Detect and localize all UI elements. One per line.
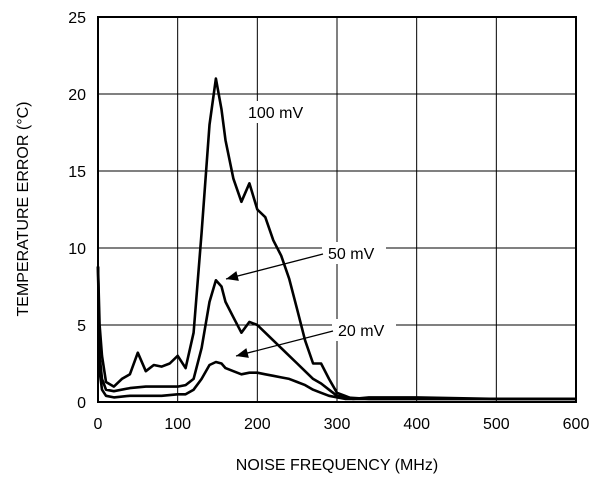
annotation-backdrop [322,242,386,264]
y-tick-label: 5 [77,318,86,335]
series-layer [96,77,576,401]
x-tick-label: 0 [94,416,103,433]
series-line-20-mv [96,266,576,401]
x-tick-label: 300 [324,416,351,433]
annotation-arrow-head [226,271,239,281]
y-tick-label: 10 [68,241,86,258]
annotation-arrow-line [225,253,324,280]
annotation-arrow-line [235,330,334,357]
y-tick-label: 25 [68,10,86,27]
tick-labels: 0 100 200 300 400 500 600 0 5 10 15 20 25 [68,10,589,433]
y-tick-label: 20 [68,87,86,104]
x-tick-label: 600 [563,416,590,433]
x-tick-label: 200 [244,416,271,433]
annotation-arrow-head [236,348,249,358]
plot-frame [97,16,577,403]
annotation-label: 50 mV [328,246,375,263]
y-tick-label: 15 [68,164,86,181]
series-line-50-mv [96,266,576,401]
x-axis-label: NOISE FREQUENCY (MHz) [236,457,438,474]
x-tick-label: 400 [403,416,430,433]
y-axis-label: TEMPERATURE ERROR (°C) [15,102,32,317]
x-tick-label: 500 [483,416,510,433]
grid [97,16,577,403]
x-tick-label: 100 [164,416,191,433]
series-line-100-mv [96,77,576,401]
annotations: 100 mV 50 mV 20 mV [225,101,396,358]
annotation-label: 20 mV [338,323,385,340]
annotation-backdrop [332,319,396,341]
y-tick-label: 0 [77,395,86,412]
annotation-label: 100 mV [248,105,303,122]
annotation-backdrop [244,101,324,123]
